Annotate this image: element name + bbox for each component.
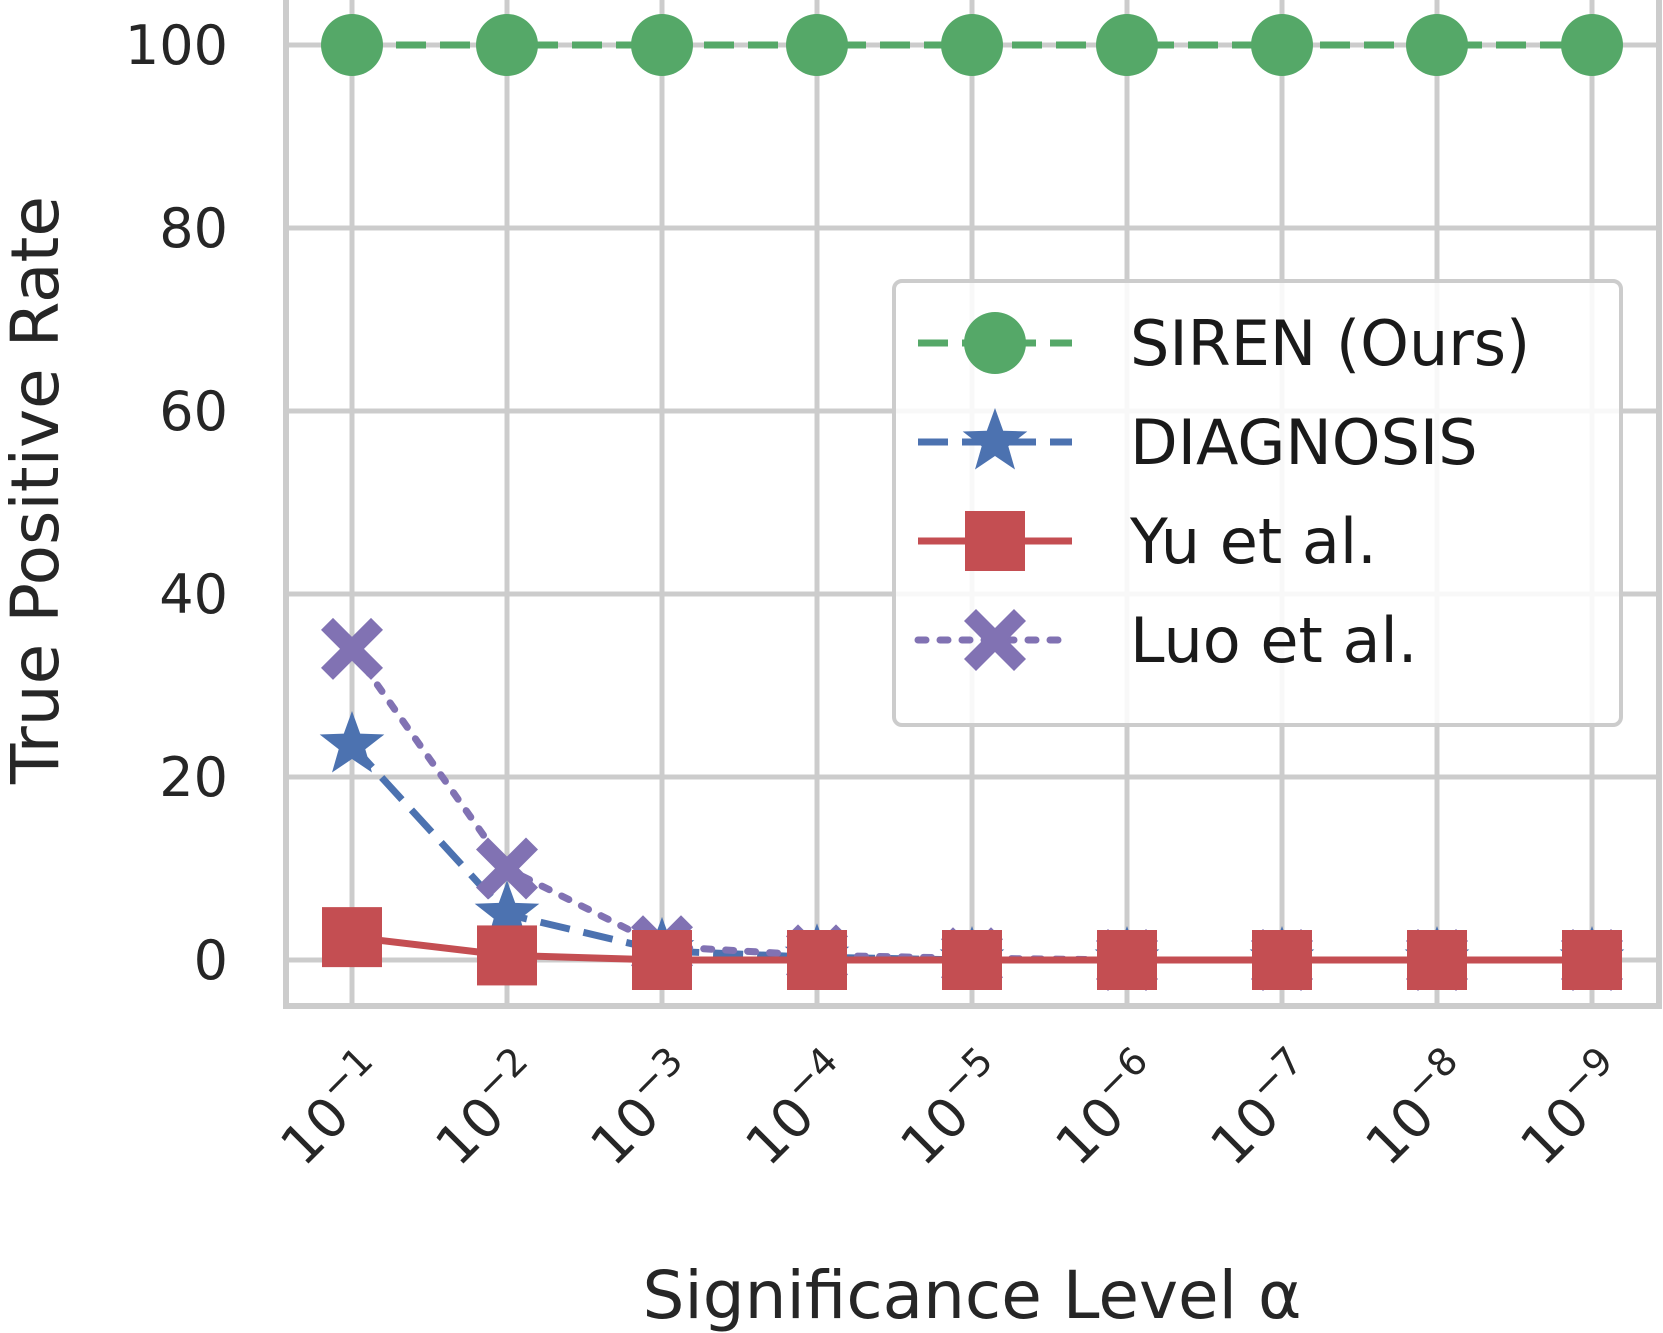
data-point bbox=[321, 617, 383, 680]
data-point bbox=[786, 14, 848, 76]
data-point bbox=[321, 14, 383, 76]
series-yu-et-al bbox=[322, 907, 1622, 990]
x-tick-label: 10−1 bbox=[262, 1038, 401, 1177]
data-point bbox=[476, 14, 538, 76]
legend-label: DIAGNOSIS bbox=[1130, 406, 1478, 479]
x-tick-label: 10−8 bbox=[1347, 1038, 1486, 1177]
y-tick-label: 80 bbox=[159, 197, 228, 260]
series-layer bbox=[319, 14, 1625, 991]
data-point bbox=[631, 14, 693, 76]
data-point bbox=[322, 907, 382, 968]
legend-item: Luo et al. bbox=[914, 604, 1417, 677]
y-tick-label: 20 bbox=[159, 746, 228, 809]
y-tick-label: 40 bbox=[159, 563, 228, 626]
legend-marker bbox=[962, 408, 1028, 470]
y-tick-labels: 0 20 40 60 80 100 bbox=[125, 14, 228, 992]
legend-label: Luo et al. bbox=[1130, 604, 1417, 677]
x-tick-label: 10−2 bbox=[417, 1038, 556, 1177]
data-point bbox=[787, 930, 847, 990]
data-point bbox=[1561, 14, 1623, 76]
y-tick-label: 60 bbox=[159, 380, 228, 443]
data-point bbox=[1251, 14, 1313, 76]
legend-item: Yu et al. bbox=[918, 505, 1377, 578]
y-axis-title: True Positive Rate bbox=[0, 196, 74, 785]
data-point bbox=[477, 925, 537, 986]
data-point bbox=[1406, 14, 1468, 76]
data-point bbox=[476, 837, 538, 900]
legend: SIREN (Ours) DIAGNOSIS Yu et al. Luo et al. bbox=[892, 279, 1623, 727]
x-tick-label: 10−4 bbox=[727, 1038, 866, 1177]
data-point bbox=[632, 930, 692, 990]
legend-label: SIREN (Ours) bbox=[1130, 307, 1530, 380]
y-tick-label: 0 bbox=[194, 929, 228, 992]
x-tick-label: 10−3 bbox=[572, 1038, 711, 1177]
data-point bbox=[474, 880, 540, 942]
x-tick-labels: 10−110−210−310−410−510−610−710−810−9 bbox=[262, 1038, 1641, 1177]
legend-item: SIREN (Ours) bbox=[918, 307, 1530, 380]
data-point bbox=[1562, 930, 1622, 990]
series-siren-ours bbox=[321, 14, 1623, 76]
x-tick-label: 10−6 bbox=[1037, 1038, 1176, 1177]
legend-label: Yu et al. bbox=[1129, 505, 1377, 578]
legend-marker bbox=[964, 312, 1026, 374]
data-point bbox=[1407, 930, 1467, 990]
legend-marker bbox=[965, 511, 1025, 571]
data-point bbox=[1096, 14, 1158, 76]
data-point bbox=[1097, 930, 1157, 990]
data-point bbox=[319, 711, 385, 773]
legend-marker bbox=[964, 609, 1026, 671]
legend-box bbox=[892, 279, 1623, 727]
y-tick-label: 100 bbox=[125, 14, 228, 77]
data-point bbox=[942, 930, 1002, 990]
data-point bbox=[941, 14, 1003, 76]
x-tick-label: 10−9 bbox=[1502, 1038, 1641, 1177]
legend-item: DIAGNOSIS bbox=[918, 406, 1478, 479]
data-point bbox=[1252, 930, 1312, 990]
x-tick-label: 10−5 bbox=[882, 1038, 1021, 1177]
x-tick-label: 10−7 bbox=[1192, 1038, 1331, 1177]
x-axis-title: Significance Level α bbox=[642, 1257, 1301, 1333]
plot-frame bbox=[283, 0, 1662, 1009]
